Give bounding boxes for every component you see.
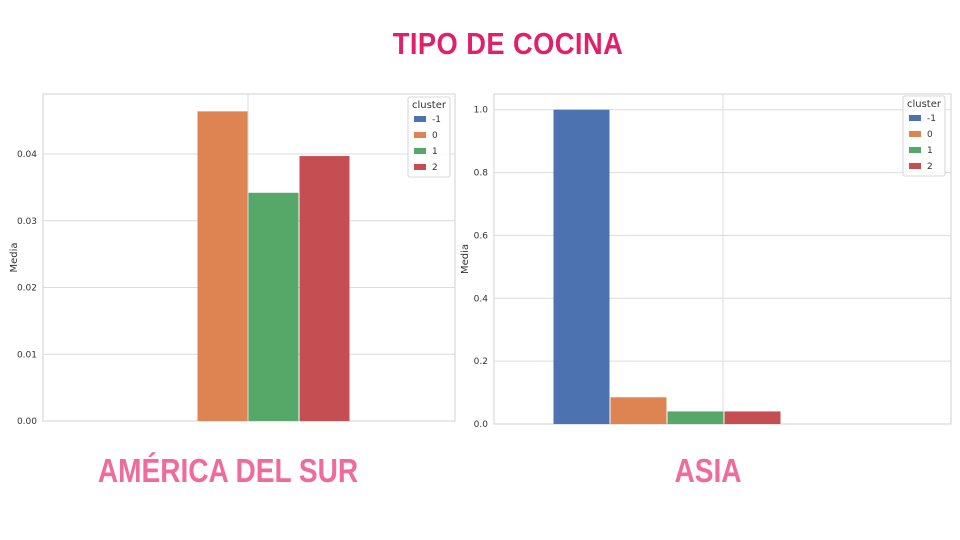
page-title: TIPO DE COCINA bbox=[392, 26, 624, 61]
bar-cluster-2 bbox=[299, 156, 350, 421]
bar-cluster-0 bbox=[610, 397, 667, 424]
y-axis-label: Media bbox=[460, 244, 471, 274]
y-tick-label: 0.02 bbox=[17, 284, 37, 294]
y-tick-label: 0.4 bbox=[474, 294, 489, 304]
legend-label-1: 1 bbox=[927, 146, 933, 156]
legend-label-2: 2 bbox=[432, 163, 438, 173]
legend-label-1: 1 bbox=[432, 147, 438, 157]
y-tick-label: 0.8 bbox=[474, 169, 489, 179]
legend-title: cluster bbox=[412, 100, 447, 111]
chart-asia: 0.0 0.2 0.4 0.6 0.8 1.0 Media cluster -1 0 1 2 bbox=[460, 93, 952, 430]
y-tick-label: 0.0 bbox=[474, 420, 489, 430]
legend-swatch--1 bbox=[414, 116, 426, 122]
legend-swatch-2 bbox=[414, 164, 426, 170]
legend-swatch-1 bbox=[414, 148, 426, 154]
bar-cluster-2 bbox=[724, 411, 781, 424]
legend-swatch-2 bbox=[909, 163, 921, 169]
chart-caption-asia: ASIA bbox=[674, 452, 742, 489]
y-tick-label: 0.00 bbox=[17, 417, 37, 427]
legend-swatch--1 bbox=[909, 115, 921, 121]
y-axis-label: Media bbox=[9, 242, 20, 272]
bar-cluster--1 bbox=[553, 109, 610, 424]
y-tick-label: 0.6 bbox=[474, 231, 489, 241]
legend-label-2: 2 bbox=[927, 162, 933, 172]
legend-label-0: 0 bbox=[432, 131, 438, 141]
bar-cluster-1 bbox=[667, 411, 724, 424]
y-tick-label: 0.04 bbox=[17, 150, 37, 160]
y-tick-label: 0.03 bbox=[17, 217, 37, 227]
legend-label-0: 0 bbox=[927, 130, 933, 140]
legend-swatch-0 bbox=[909, 131, 921, 137]
legend-label--1: -1 bbox=[927, 114, 936, 124]
bar-cluster-1 bbox=[248, 192, 299, 421]
y-tick-label: 1.0 bbox=[474, 106, 489, 116]
chart-caption-america-del-sur: AMÉRICA DEL SUR bbox=[97, 452, 359, 489]
legend-label--1: -1 bbox=[432, 115, 441, 125]
legend-title: cluster bbox=[907, 99, 942, 110]
legend-swatch-1 bbox=[909, 147, 921, 153]
y-tick-label: 0.01 bbox=[17, 350, 37, 360]
chart-america-del-sur: 0.00 0.01 0.02 0.03 0.04 Media cluster -1 0 1 2 bbox=[9, 93, 456, 427]
y-tick-label: 0.2 bbox=[474, 357, 488, 367]
bar-cluster-0 bbox=[197, 111, 248, 422]
legend-swatch-0 bbox=[414, 132, 426, 138]
